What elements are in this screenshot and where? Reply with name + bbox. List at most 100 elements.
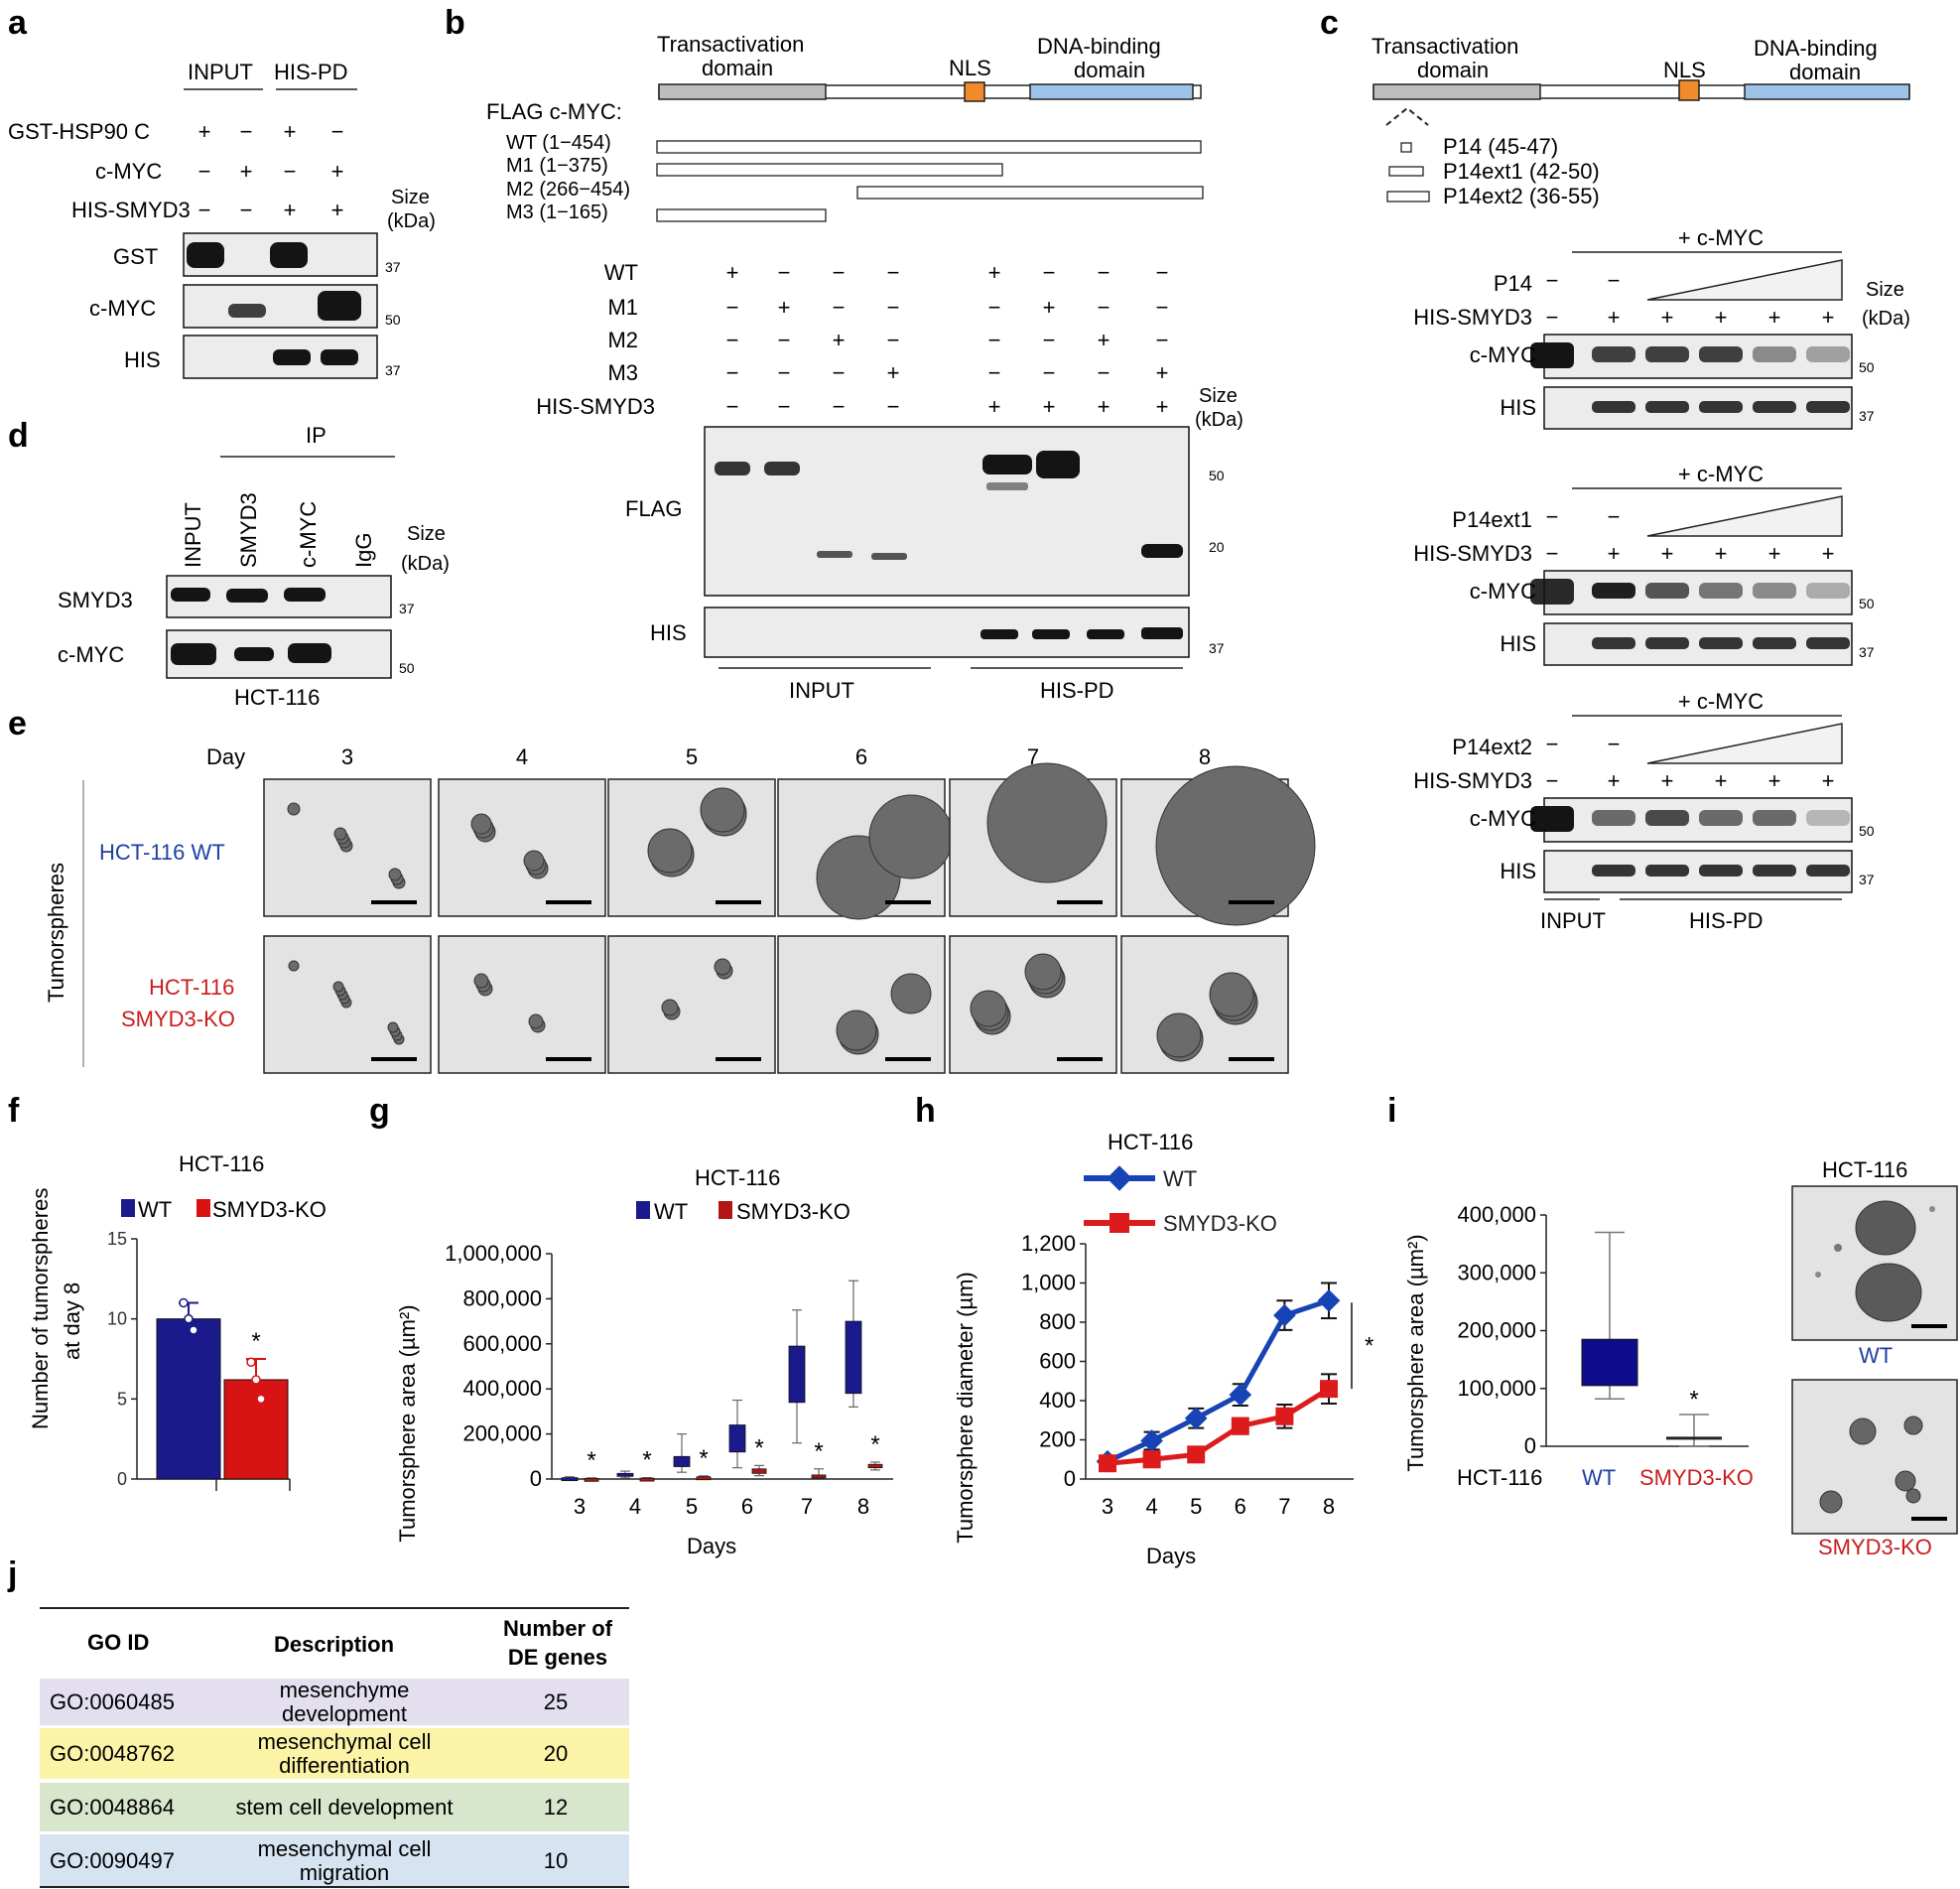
- marker-37: 37: [385, 362, 401, 378]
- nls-label: NLS: [1663, 58, 1706, 82]
- marker-50: 50: [1859, 596, 1875, 611]
- box: [751, 1468, 767, 1474]
- blot-label-cmyc: c-MYC: [89, 296, 156, 321]
- image-label-wt: WT: [1859, 1343, 1893, 1368]
- domain-transactivation-label: domain: [702, 56, 773, 80]
- band: [1753, 865, 1796, 877]
- y-axis-label: Tumorsphere diameter (µm): [953, 1272, 978, 1544]
- x-tick-label: 7: [1278, 1494, 1290, 1519]
- blot-label-his: HIS: [124, 347, 161, 372]
- band: [1753, 637, 1796, 649]
- legend-smyd3-ko: SMYD3-KO: [1163, 1211, 1277, 1236]
- y-tick-label: 0: [1524, 1433, 1536, 1458]
- tumorsphere-image-wt: [438, 778, 606, 917]
- lane-sign: +: [833, 328, 846, 352]
- lane-sign: +: [1768, 305, 1781, 330]
- row-label-hct116: HCT-116: [149, 975, 234, 1000]
- chart-title: HCT-116: [695, 1165, 780, 1190]
- bar: [156, 1318, 221, 1480]
- table-row: GO:0048762 mesenchymal celldifferentiatio…: [40, 1726, 629, 1779]
- x-tick-label: 3: [1102, 1494, 1113, 1519]
- band: [1645, 865, 1689, 877]
- lane-sign: +: [988, 394, 1001, 419]
- peptide-p14ext1-label: P14ext1 (42-50): [1443, 159, 1600, 184]
- lane-sign: −: [1546, 768, 1559, 793]
- y-tick-label: 600: [1039, 1349, 1076, 1374]
- lane-sign: −: [1098, 260, 1111, 285]
- marker-50: 50: [1859, 359, 1875, 375]
- band: [1753, 810, 1796, 826]
- row-label-his-smyd3: HIS-SMYD3: [1413, 768, 1532, 793]
- blot-cmyc: [1543, 797, 1853, 843]
- lane-sign: −: [1098, 360, 1111, 385]
- size-label: Size: [1866, 279, 1904, 301]
- table-row: GO:0048864 stem cell development 12: [40, 1781, 629, 1831]
- tumorspheres-side-label: Tumorspheres: [44, 863, 68, 1003]
- blot-label-his: HIS: [1500, 631, 1536, 656]
- lane-sign: +: [726, 260, 739, 285]
- y-tick-label: 0: [117, 1469, 127, 1489]
- go-id-cell: GO:0060485: [50, 1689, 175, 1714]
- lane-sign: −: [833, 360, 846, 385]
- panel-j: GO ID Description Number of DE genes GO:…: [40, 1607, 629, 1888]
- lane-sign: +: [1715, 541, 1728, 566]
- lane-sign: −: [988, 295, 1001, 320]
- lane-sign: −: [778, 328, 791, 352]
- group-label-input: INPUT: [1540, 908, 1606, 933]
- band: [1592, 401, 1635, 413]
- data-point: [184, 1313, 194, 1324]
- lane-sign: +: [1822, 305, 1835, 330]
- count-cell: 25: [544, 1689, 568, 1714]
- lane-sign: +: [240, 159, 253, 184]
- lane-sign: −: [887, 260, 900, 285]
- blot-his: [1543, 622, 1853, 666]
- x-tick-label: 5: [686, 1494, 698, 1519]
- y-tick-label: 5: [117, 1389, 127, 1409]
- panel-letter-a: a: [8, 4, 28, 42]
- band: [1806, 810, 1850, 826]
- legend-wt: WT: [654, 1199, 688, 1224]
- nls-label: NLS: [949, 56, 991, 80]
- lane-sign: +: [1822, 768, 1835, 793]
- lane-sign: +: [284, 198, 297, 222]
- band: [1699, 637, 1743, 649]
- x-prefix-label: HCT-116: [1457, 1465, 1542, 1490]
- box: [811, 1474, 827, 1479]
- lane-sign: +: [1822, 541, 1835, 566]
- marker-37: 37: [385, 259, 401, 275]
- data-point: [1184, 1407, 1208, 1430]
- band: [1645, 583, 1689, 599]
- lane-sign: +: [1156, 394, 1169, 419]
- tumorsphere-image-wt: [1120, 765, 1316, 926]
- blot-label-his: HIS: [1500, 859, 1536, 883]
- domain-dna-binding-label: domain: [1074, 58, 1145, 82]
- band: [1699, 583, 1743, 599]
- day-number: 5: [686, 744, 698, 769]
- y-tick-label: 800: [1039, 1309, 1076, 1334]
- lane-sign: +: [198, 119, 211, 144]
- band: [1753, 583, 1796, 599]
- band: [1806, 401, 1850, 413]
- size-unit-label: (kDa): [387, 210, 436, 232]
- data-point: [1229, 1383, 1252, 1407]
- marker-20: 20: [1209, 539, 1225, 555]
- data-point: [1275, 1407, 1294, 1425]
- lane-sign: −: [240, 198, 253, 222]
- data-point: [1187, 1445, 1206, 1464]
- x-tick-label: 8: [1323, 1494, 1335, 1519]
- band: [1806, 583, 1850, 599]
- panel-letter-b: b: [445, 4, 465, 42]
- box: [1581, 1338, 1638, 1387]
- lane-sign: −: [887, 328, 900, 352]
- panel-b: Transactivation domain NLS DNA-binding d…: [486, 32, 1243, 703]
- bar-chart: 0 5 10 15 *: [107, 1229, 291, 1491]
- box: [696, 1476, 712, 1481]
- box: [867, 1463, 883, 1469]
- count-cell: 10: [544, 1848, 568, 1873]
- data-point: [1099, 1454, 1116, 1473]
- day-number: 4: [516, 744, 528, 769]
